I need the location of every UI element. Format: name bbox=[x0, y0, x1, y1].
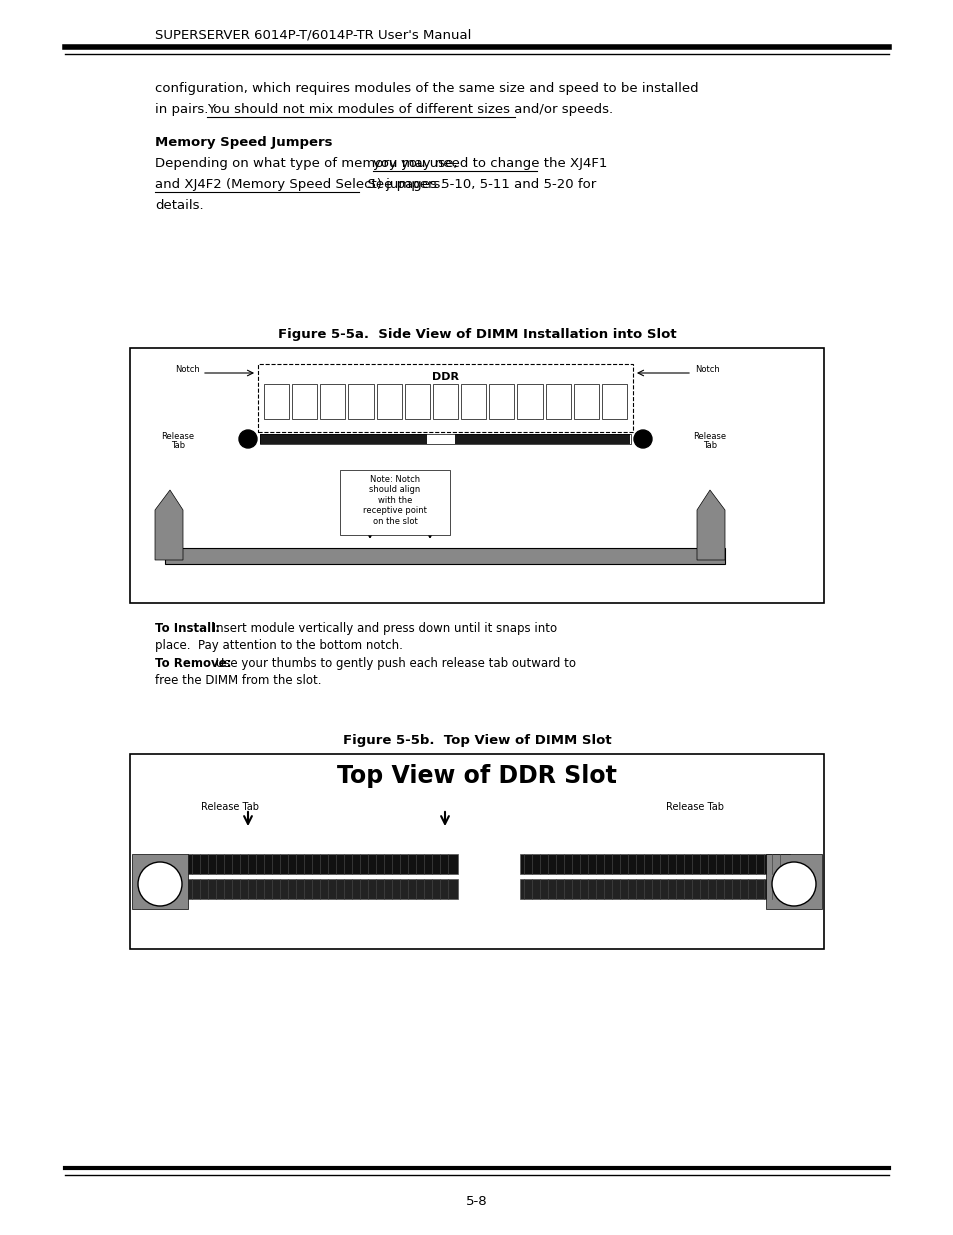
Bar bbox=[260, 433, 630, 445]
Bar bbox=[404, 384, 430, 419]
Text: See pages 5-10, 5-11 and 5-20 for: See pages 5-10, 5-11 and 5-20 for bbox=[358, 178, 596, 191]
Text: you may need to change the XJ4F1: you may need to change the XJ4F1 bbox=[373, 157, 607, 170]
Bar bbox=[130, 755, 823, 948]
Text: Release: Release bbox=[161, 432, 194, 441]
Circle shape bbox=[138, 862, 182, 906]
Polygon shape bbox=[154, 490, 183, 559]
Bar bbox=[132, 853, 188, 909]
Bar bbox=[376, 384, 401, 419]
Polygon shape bbox=[697, 490, 724, 559]
Text: place.  Pay attention to the bottom notch.: place. Pay attention to the bottom notch… bbox=[154, 638, 402, 652]
Text: Depending on what type of memory you use,: Depending on what type of memory you use… bbox=[154, 157, 461, 170]
Text: Release Tab: Release Tab bbox=[201, 802, 258, 811]
Bar bbox=[320, 384, 345, 419]
Bar bbox=[517, 384, 542, 419]
Bar bbox=[433, 384, 457, 419]
Bar bbox=[519, 853, 789, 874]
Bar bbox=[545, 384, 570, 419]
Bar bbox=[260, 433, 427, 445]
Circle shape bbox=[634, 430, 651, 448]
Text: To Remove:: To Remove: bbox=[154, 657, 232, 671]
Text: in pairs.: in pairs. bbox=[154, 103, 216, 116]
Bar bbox=[601, 384, 626, 419]
Text: Release: Release bbox=[693, 432, 726, 441]
Bar bbox=[573, 384, 598, 419]
Bar bbox=[348, 384, 374, 419]
Bar bbox=[257, 364, 633, 432]
Text: Notch: Notch bbox=[175, 366, 200, 374]
Bar bbox=[489, 384, 514, 419]
Bar bbox=[130, 348, 823, 603]
Text: configuration, which requires modules of the same size and speed to be installed: configuration, which requires modules of… bbox=[154, 82, 698, 95]
Text: Tab: Tab bbox=[171, 441, 185, 450]
Text: Insert module vertically and press down until it snaps into: Insert module vertically and press down … bbox=[209, 622, 557, 635]
Bar bbox=[292, 384, 317, 419]
Bar bbox=[339, 471, 450, 535]
Text: DDR: DDR bbox=[432, 372, 458, 382]
Bar bbox=[264, 384, 289, 419]
Text: Figure 5-5a.  Side View of DIMM Installation into Slot: Figure 5-5a. Side View of DIMM Installat… bbox=[277, 329, 676, 341]
Text: details.: details. bbox=[154, 199, 203, 212]
Bar bbox=[188, 879, 457, 899]
Bar bbox=[460, 384, 486, 419]
Text: Note: Notch
should align
with the
receptive point
on the slot: Note: Notch should align with the recept… bbox=[363, 475, 427, 526]
Bar bbox=[188, 853, 457, 874]
Text: To Install:: To Install: bbox=[154, 622, 220, 635]
Circle shape bbox=[771, 862, 815, 906]
Text: You should not mix modules of different sizes and/or speeds.: You should not mix modules of different … bbox=[207, 103, 613, 116]
Bar bbox=[519, 879, 789, 899]
Text: 5-8: 5-8 bbox=[466, 1195, 487, 1208]
Circle shape bbox=[239, 430, 256, 448]
Text: Notch: Notch bbox=[695, 366, 719, 374]
Text: SUPERSERVER 6014P-T/6014P-TR User's Manual: SUPERSERVER 6014P-T/6014P-TR User's Manu… bbox=[154, 28, 471, 41]
Text: Use your thumbs to gently push each release tab outward to: Use your thumbs to gently push each rele… bbox=[212, 657, 576, 671]
Text: Tab: Tab bbox=[702, 441, 717, 450]
Bar bbox=[765, 853, 821, 909]
Text: Figure 5-5b.  Top View of DIMM Slot: Figure 5-5b. Top View of DIMM Slot bbox=[342, 734, 611, 747]
Bar bbox=[455, 433, 629, 445]
Text: Memory Speed Jumpers: Memory Speed Jumpers bbox=[154, 136, 333, 149]
Text: Top View of DDR Slot: Top View of DDR Slot bbox=[336, 764, 617, 788]
Text: Release Tab: Release Tab bbox=[665, 802, 723, 811]
Bar bbox=[165, 548, 724, 564]
Text: and XJ4F2 (Memory Speed Select) jumpers.: and XJ4F2 (Memory Speed Select) jumpers. bbox=[154, 178, 444, 191]
Text: free the DIMM from the slot.: free the DIMM from the slot. bbox=[154, 674, 321, 687]
